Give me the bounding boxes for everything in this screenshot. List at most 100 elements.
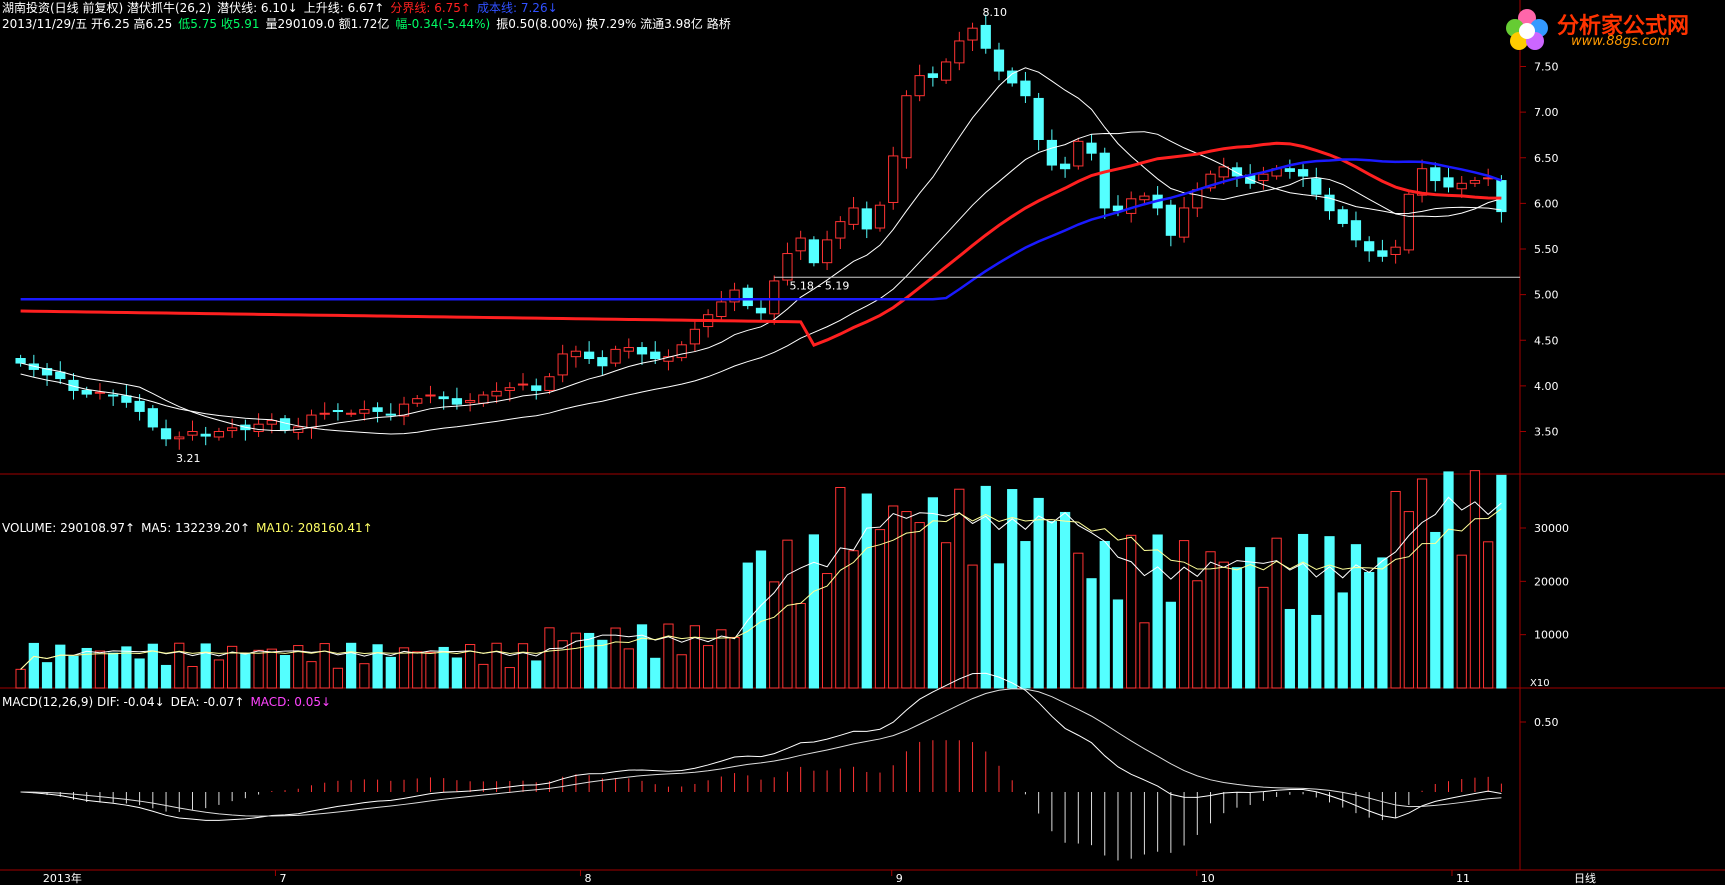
macd-legend-field-2: MACD: 0.05↓ <box>250 695 332 709</box>
candle-body-31 <box>425 394 436 397</box>
volume-bar-102 <box>1364 571 1375 689</box>
candle-body-112 <box>1496 180 1507 213</box>
candle-body-19 <box>266 420 277 425</box>
volume-bar-40 <box>544 627 555 689</box>
high-annotation: 8.10 <box>983 6 1008 19</box>
volume-bar-67 <box>901 511 912 689</box>
header-field-2: 上升线: 6.67↑ <box>303 1 385 15</box>
candle-body-37 <box>504 387 515 391</box>
volume-bar-92 <box>1231 567 1243 689</box>
volume-bar-11 <box>160 664 172 689</box>
quote-field-4: 振0.50(8.00%) 换7.29% 流通3.98亿 路桥 <box>496 17 731 31</box>
volume-bar-25 <box>346 642 357 689</box>
volume-bar-81 <box>1086 578 1097 689</box>
candle-body-90 <box>1205 173 1216 189</box>
volume-bar-35 <box>478 663 489 689</box>
volume-bar-79 <box>1059 511 1071 689</box>
volume-bar-68 <box>914 522 925 689</box>
volume-bar-95 <box>1271 537 1282 689</box>
candle-body-13 <box>187 431 198 436</box>
volume-bar-109 <box>1456 554 1467 689</box>
volume-bar-49 <box>663 623 674 689</box>
candle-body-54 <box>729 289 740 303</box>
volume-bar-31 <box>425 651 436 689</box>
quote-field-0: 2013/11/29/五 开6.25 高6.25 <box>2 17 173 31</box>
header-line-1: 湖南投资(日线 前复权) 潜伏抓牛(26,2) 潜伏线: 6.10↓ 上升线: 6.… <box>2 1 564 15</box>
candle-body-101 <box>1350 220 1362 241</box>
candle-body-100 <box>1337 209 1348 224</box>
candle-body-33 <box>451 398 463 405</box>
candle-body-0 <box>15 358 26 364</box>
macd-legend-field-1: DEA: -0.07↑ <box>170 695 245 709</box>
volume-tick-label-1: 20000 <box>1534 575 1569 588</box>
volume-bar-52 <box>702 645 714 689</box>
candle-body-77 <box>1033 97 1044 140</box>
dea-line <box>20 688 1502 817</box>
candle-body-105 <box>1403 193 1414 251</box>
candle-body-63 <box>848 207 859 225</box>
volume-bar-61 <box>821 573 833 689</box>
volume-tick-label-0: 10000 <box>1534 629 1569 642</box>
candle-body-60 <box>808 239 820 264</box>
volume-bar-27 <box>372 644 383 689</box>
candle-body-40 <box>544 376 555 391</box>
volume-bar-97 <box>1297 533 1309 689</box>
volume-bar-45 <box>610 627 621 689</box>
volume-bar-48 <box>650 657 661 689</box>
volume-bar-96 <box>1284 608 1295 689</box>
header-field-4: 成本线: 7.26↓ <box>477 1 558 15</box>
macd-tick-label-0: 0.50 <box>1534 716 1559 729</box>
volume-bar-20 <box>279 655 291 689</box>
candle-body-68 <box>914 75 925 97</box>
price-tick-label-1: 4.00 <box>1534 380 1559 393</box>
volume-bar-9 <box>134 658 145 689</box>
candle-body-5 <box>81 389 92 395</box>
price-tick-label-7: 7.00 <box>1534 106 1559 119</box>
volume-bar-17 <box>240 653 251 689</box>
volume-bar-108 <box>1443 471 1454 689</box>
volume-bar-41 <box>557 640 568 689</box>
price-tick-label-3: 5.00 <box>1534 289 1559 302</box>
volume-bar-13 <box>187 665 198 689</box>
volume-bar-12 <box>174 642 185 689</box>
volume-bar-85 <box>1139 622 1150 689</box>
price-tick-label-0: 3.50 <box>1534 426 1559 439</box>
candle-body-94 <box>1258 173 1269 182</box>
candle-body-87 <box>1165 204 1176 236</box>
volume-bar-90 <box>1205 551 1216 689</box>
volume-bar-70 <box>940 542 952 689</box>
quote-field-3: 幅-0.34(-5.44%) <box>395 17 491 31</box>
price-tick-label-6: 6.50 <box>1534 152 1559 165</box>
volume-bar-106 <box>1416 478 1428 689</box>
volume-bar-43 <box>583 632 595 689</box>
volume-bar-82 <box>1099 541 1110 689</box>
volume-bar-38 <box>517 643 529 689</box>
volume-bar-54 <box>729 636 740 689</box>
demarcation-line <box>20 141 1502 347</box>
volume-bar-99 <box>1324 536 1335 689</box>
macd-legend-field-0: MACD(12,26,9) DIF: -0.04↓ <box>2 695 165 709</box>
candle-body-3 <box>55 371 66 380</box>
candle-body-81 <box>1086 142 1097 154</box>
volume-bar-8 <box>121 646 132 689</box>
volume-legend-field-1: MA5: 132239.20↑ <box>141 521 251 535</box>
candle-body-73 <box>980 24 991 49</box>
volume-bar-47 <box>636 624 648 689</box>
candle-body-26 <box>359 409 370 414</box>
logo-title: 分析家公式网 <box>1557 14 1690 39</box>
volume-bar-4 <box>68 655 79 689</box>
candle-body-104 <box>1390 246 1401 255</box>
volume-bar-101 <box>1350 544 1362 689</box>
volume-bar-6 <box>94 650 106 689</box>
candle-body-6 <box>94 391 106 394</box>
volume-bar-112 <box>1496 474 1507 689</box>
macd-legend: MACD(12,26,9) DIF: -0.04↓ DEA: -0.07↑ MACD… <box>2 695 337 709</box>
volume-bar-111 <box>1483 541 1494 689</box>
volume-bar-75 <box>1007 489 1018 689</box>
candle-body-28 <box>385 413 396 416</box>
candle-body-18 <box>253 423 264 433</box>
volume-ma5-line <box>20 496 1502 670</box>
volume-bar-89 <box>1192 580 1203 689</box>
